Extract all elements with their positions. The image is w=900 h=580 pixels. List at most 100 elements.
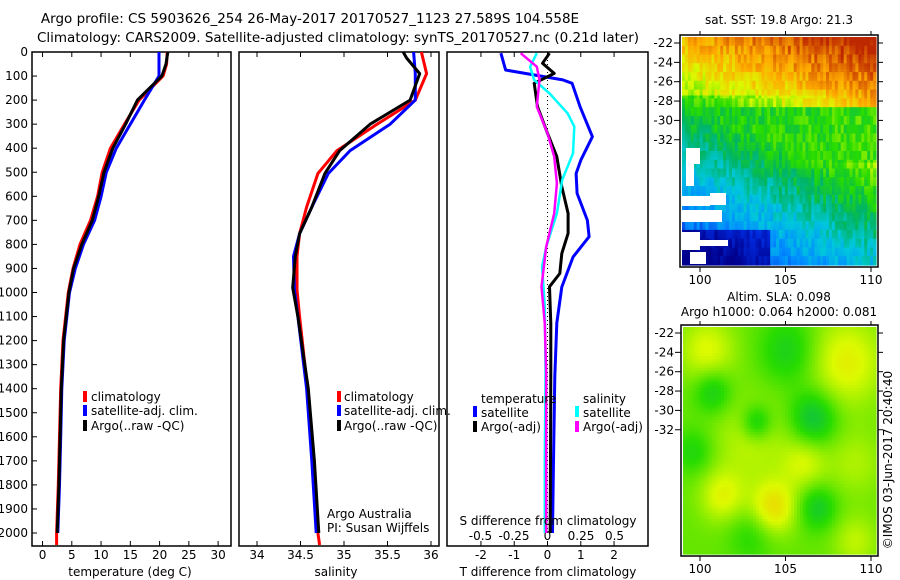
map-cell <box>864 215 868 219</box>
map-cell <box>837 95 842 99</box>
map-cell <box>799 89 804 94</box>
map-cell <box>705 127 709 132</box>
map-cell <box>705 107 709 111</box>
map-cell <box>740 168 745 172</box>
map-cell <box>717 224 721 228</box>
map-cell <box>773 156 777 161</box>
map-cell <box>737 92 742 96</box>
map-cell <box>817 250 821 254</box>
map-cell <box>740 63 745 67</box>
map-cell <box>793 224 798 228</box>
map-cell <box>767 104 771 108</box>
map-cell <box>687 63 692 67</box>
map-cell <box>790 54 795 58</box>
map-cell <box>702 227 707 231</box>
map-cell <box>834 124 839 129</box>
map-cell <box>820 227 824 231</box>
map-cell <box>752 63 756 67</box>
map-cell <box>732 51 736 56</box>
map-cell <box>843 48 848 53</box>
map-cell <box>873 177 877 181</box>
map-cell <box>767 110 771 114</box>
map-cell <box>714 203 718 208</box>
map-cell <box>849 121 853 126</box>
map-cell <box>843 215 848 219</box>
map-cell <box>711 244 715 248</box>
map-cell <box>814 113 818 117</box>
map-cell <box>705 51 709 56</box>
map-cell <box>852 153 856 158</box>
map-cell <box>817 197 821 202</box>
map-cell <box>840 75 845 79</box>
map-cell <box>840 148 845 152</box>
map-cell <box>720 63 724 67</box>
map-cell <box>779 194 783 199</box>
map-cell <box>740 37 745 41</box>
map-cell <box>852 37 856 41</box>
map-cell <box>873 83 877 88</box>
map-cell <box>764 101 768 105</box>
map-cell <box>858 77 862 82</box>
map-cell <box>799 197 804 202</box>
map-cell <box>737 177 742 181</box>
map-cell <box>723 165 727 170</box>
map-cell <box>705 118 709 123</box>
map-cell <box>823 136 827 140</box>
map-cell <box>682 95 686 99</box>
map-cell <box>870 151 874 155</box>
map-cell <box>734 174 739 178</box>
map-cell <box>743 162 748 167</box>
map-cell <box>717 69 721 73</box>
map-cell <box>811 153 815 158</box>
map-cell <box>837 221 842 225</box>
map-cell <box>746 121 751 126</box>
map-cell <box>846 51 851 56</box>
map-cell <box>852 75 856 79</box>
map-cell <box>790 191 795 196</box>
map-cell <box>764 224 768 228</box>
map-cell <box>734 215 739 219</box>
map-cell <box>805 244 809 248</box>
map-cell <box>873 200 877 205</box>
map-cell <box>817 101 821 105</box>
map-cell <box>864 241 868 246</box>
map-cell <box>831 238 836 243</box>
map-cell <box>799 177 804 181</box>
map-cell <box>831 121 836 126</box>
map-cell <box>714 107 718 111</box>
map-cell <box>820 200 824 205</box>
map-cell <box>714 229 718 234</box>
map-cell <box>726 156 730 161</box>
map-cell <box>814 48 818 53</box>
map-cell <box>758 200 762 205</box>
map-cell <box>714 183 718 187</box>
map-cell <box>737 183 742 187</box>
map-cell <box>873 121 877 126</box>
map-cell <box>749 156 754 161</box>
map-cell <box>717 127 721 132</box>
map-cell <box>808 83 812 88</box>
map-cell <box>855 63 859 67</box>
map-cell <box>682 151 686 155</box>
map-cell <box>823 145 827 149</box>
map-cell <box>752 174 756 178</box>
map-cell <box>755 177 759 181</box>
map-cell <box>834 121 839 126</box>
map-cell <box>714 37 718 41</box>
map-cell <box>802 77 806 82</box>
map-cell <box>726 221 730 225</box>
map-cell <box>829 203 833 208</box>
map-cell <box>861 203 865 208</box>
map-cell <box>746 189 751 193</box>
map-cell <box>752 191 756 196</box>
map-cell <box>755 42 759 47</box>
map-cell <box>793 130 798 134</box>
map-cell <box>814 45 818 50</box>
map-cell <box>820 80 824 85</box>
map-cell <box>770 177 774 181</box>
map-cell <box>834 174 839 178</box>
map-cell <box>831 80 836 85</box>
map-cell <box>702 183 707 187</box>
map-cell <box>749 206 754 210</box>
map-cell <box>802 127 806 132</box>
